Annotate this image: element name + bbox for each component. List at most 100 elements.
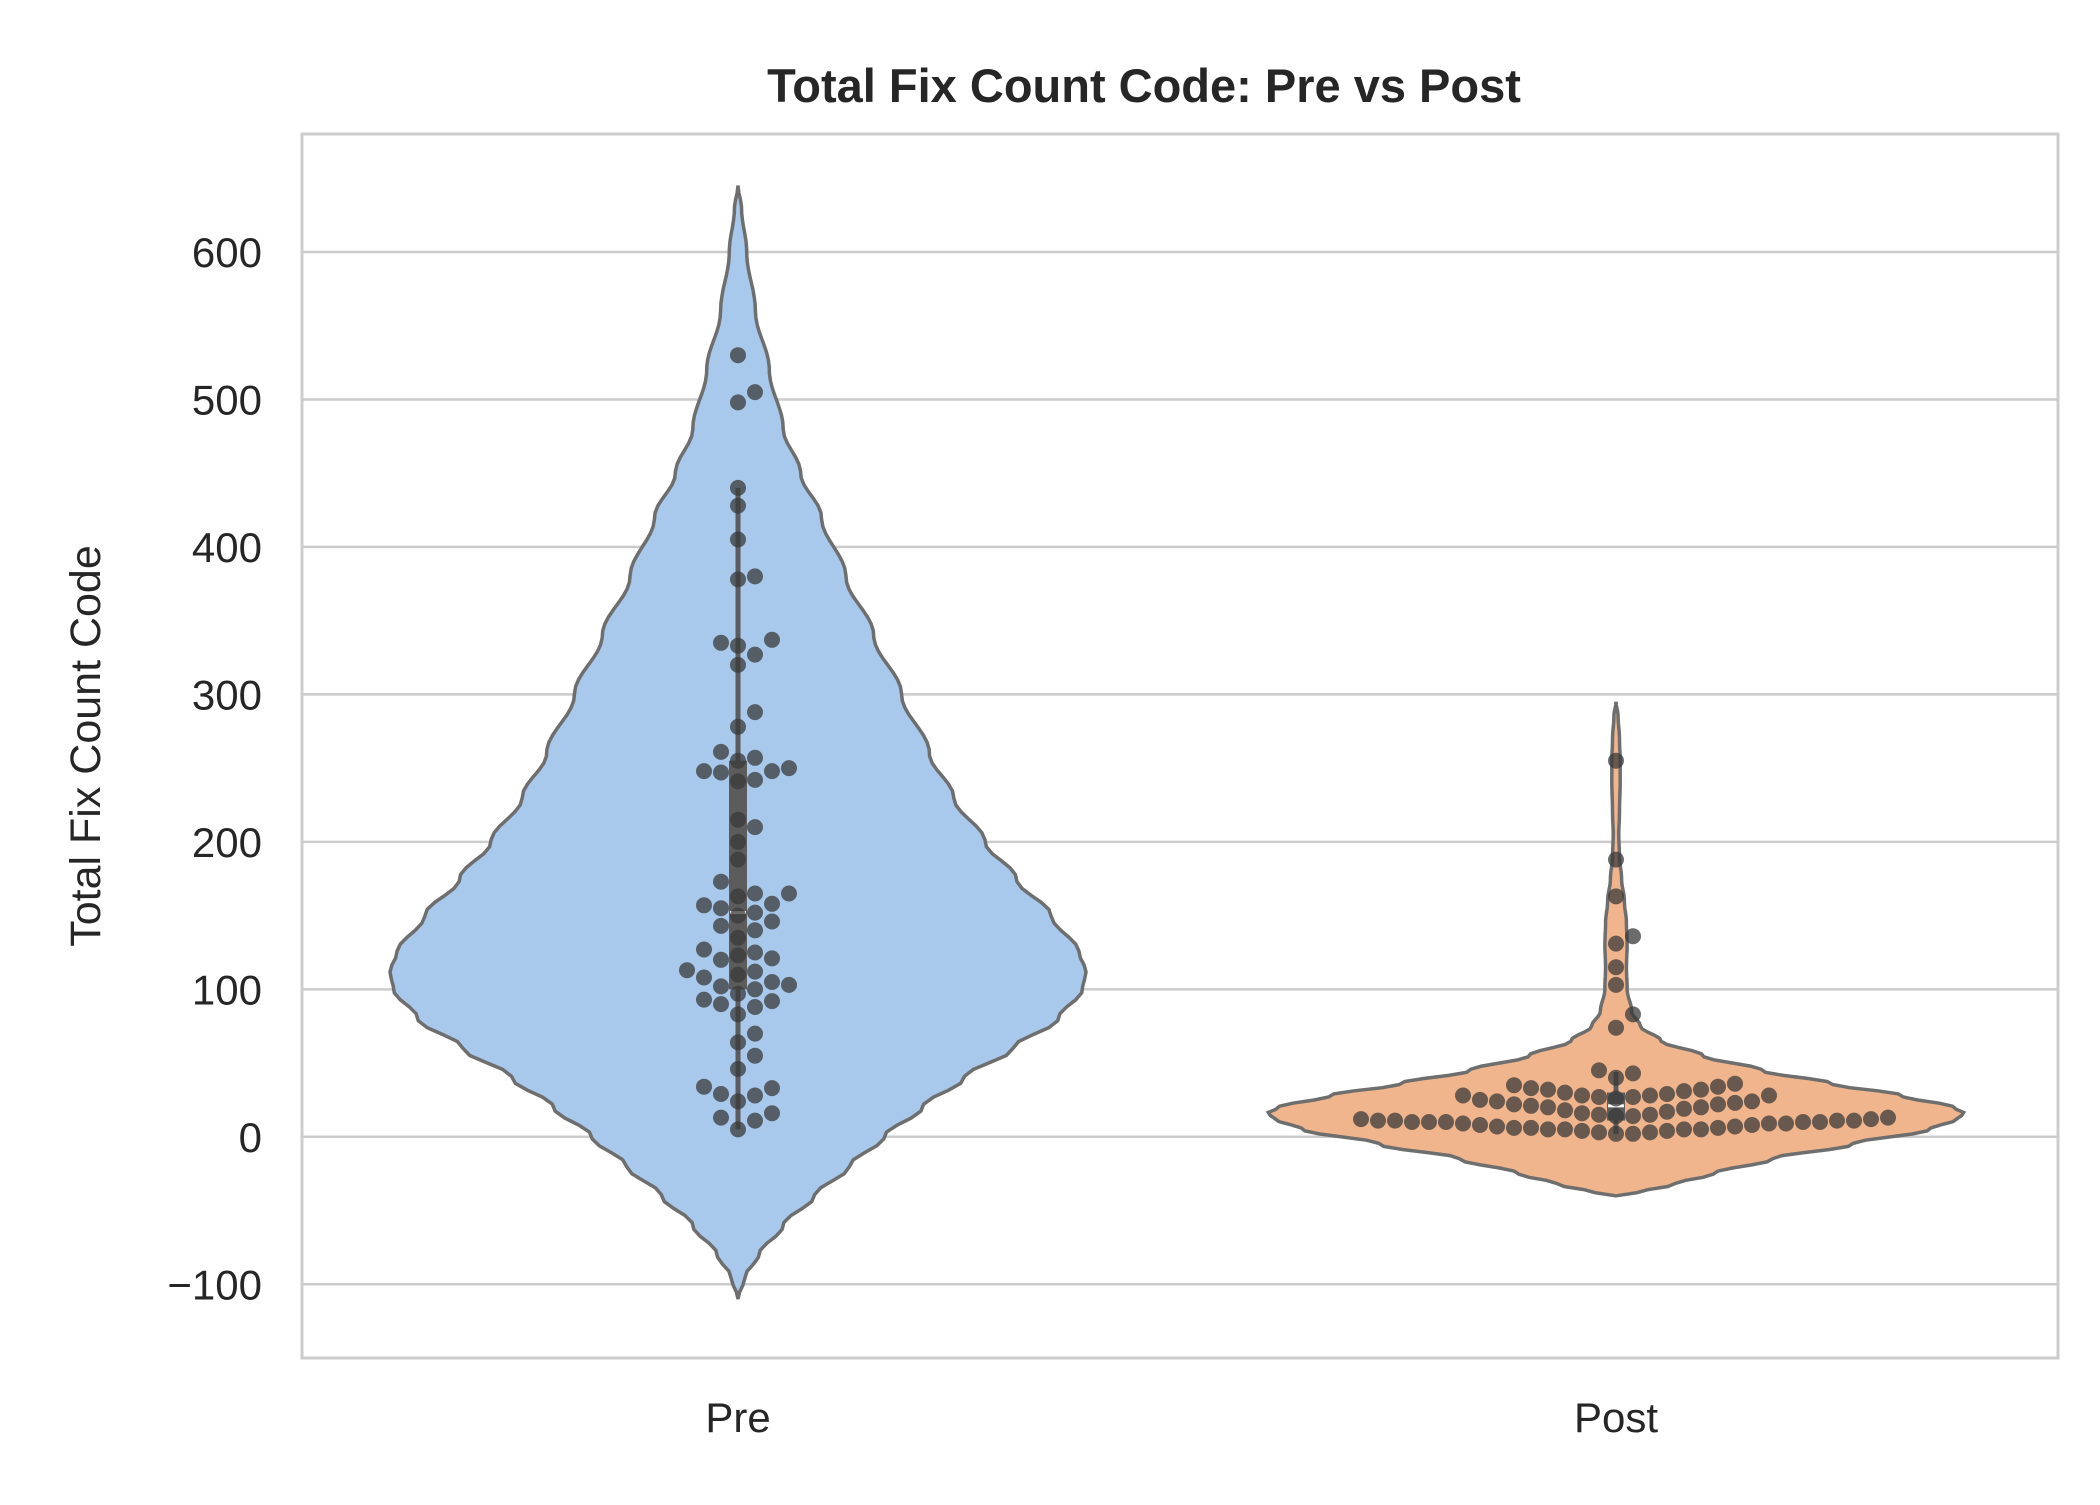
data-point-pre (730, 1121, 746, 1138)
data-point-pre (747, 963, 763, 980)
data-point-post (1727, 1118, 1743, 1135)
data-point-pre (713, 978, 729, 995)
y-tick-label: −100 (167, 1261, 262, 1308)
data-point-pre (747, 999, 763, 1015)
data-point-pre (747, 704, 763, 721)
data-point-pre (730, 347, 746, 364)
data-point-pre (730, 833, 746, 850)
data-point-pre (747, 981, 763, 998)
data-point-pre (713, 764, 729, 781)
data-point-post (1523, 1097, 1539, 1114)
data-point-pre (730, 752, 746, 769)
y-tick-label: 100 (192, 966, 262, 1013)
data-point-post (1370, 1112, 1386, 1129)
data-point-post (1506, 1119, 1522, 1136)
data-point-post (1489, 1093, 1505, 1110)
y-tick-label: 400 (192, 524, 262, 571)
data-point-pre (730, 1006, 746, 1023)
data-point-post (1659, 1122, 1675, 1139)
data-point-pre (764, 763, 780, 780)
plot-frame (300, 132, 2060, 1360)
data-point-post (1744, 1093, 1760, 1110)
data-point-post (1829, 1112, 1845, 1129)
data-point-pre (747, 568, 763, 585)
y-tick-label: 0 (239, 1114, 262, 1161)
data-point-post (1353, 1111, 1369, 1128)
data-point-post (1608, 935, 1624, 952)
data-point-post (1608, 1019, 1624, 1036)
data-point-pre (696, 991, 712, 1008)
data-point-post (1574, 1087, 1590, 1104)
data-point-post (1540, 1081, 1556, 1098)
y-tick-label: 600 (192, 229, 262, 276)
data-point-pre (730, 929, 746, 946)
data-point-post (1659, 1086, 1675, 1102)
data-point-pre (713, 873, 729, 890)
data-point-post (1608, 752, 1624, 769)
data-point-post (1608, 1090, 1624, 1107)
x-tick-label-post: Post (1574, 1394, 1658, 1441)
data-point-pre (730, 851, 746, 868)
data-point-pre (730, 394, 746, 411)
data-point-pre (764, 974, 780, 990)
data-point-post (1591, 1106, 1607, 1123)
data-point-post (1693, 1081, 1709, 1098)
data-point-post (1880, 1109, 1896, 1126)
data-point-pre (730, 531, 746, 548)
x-tick-labels: Pre Post (705, 1394, 1658, 1441)
data-point-post (1472, 1091, 1488, 1108)
data-point-pre (764, 950, 780, 967)
data-point-post (1591, 1062, 1607, 1079)
data-point-pre (764, 993, 780, 1010)
data-point-pre (747, 944, 763, 961)
data-point-post (1778, 1115, 1794, 1132)
data-point-post (1506, 1077, 1522, 1094)
data-point-post (1455, 1087, 1471, 1104)
chart-title: Total Fix Count Code: Pre vs Post (767, 59, 1521, 112)
data-point-post (1608, 851, 1624, 868)
data-point-post (1608, 1125, 1624, 1142)
data-point-pre (679, 962, 695, 979)
y-tick-label: 200 (192, 819, 262, 866)
data-point-pre (747, 885, 763, 902)
data-point-post (1540, 1121, 1556, 1138)
data-point-post (1625, 1089, 1641, 1105)
data-point-post (1625, 1065, 1641, 1082)
data-point-pre (781, 885, 797, 902)
data-point-post (1659, 1103, 1675, 1120)
data-point-pre (730, 947, 746, 964)
data-point-pre (747, 904, 763, 921)
data-point-pre (730, 888, 746, 905)
data-point-post (1438, 1114, 1454, 1130)
data-point-pre (713, 900, 729, 917)
data-point-post (1557, 1121, 1573, 1138)
y-tick-label: 300 (192, 671, 262, 718)
data-point-post (1642, 1124, 1658, 1141)
data-point-pre (696, 763, 712, 780)
data-point-post (1608, 959, 1624, 976)
data-point-pre (730, 637, 746, 654)
x-tick-label-pre: Pre (705, 1394, 770, 1441)
data-point-post (1642, 1087, 1658, 1104)
data-point-post (1608, 976, 1624, 993)
data-point-post (1710, 1119, 1726, 1136)
data-point-pre (730, 718, 746, 735)
data-point-pre (730, 497, 746, 514)
data-point-post (1557, 1102, 1573, 1119)
data-point-pre (730, 773, 746, 790)
data-point-pre (747, 749, 763, 766)
data-point-pre (747, 771, 763, 788)
data-point-post (1744, 1117, 1760, 1133)
data-point-post (1506, 1096, 1522, 1113)
data-point-post (1608, 888, 1624, 905)
data-point-pre (696, 941, 712, 958)
data-point-post (1863, 1111, 1879, 1128)
data-point-pre (781, 760, 797, 777)
data-point-post (1625, 1006, 1641, 1023)
data-point-pre (747, 819, 763, 836)
data-point-pre (730, 1093, 746, 1110)
data-point-pre (730, 479, 746, 496)
